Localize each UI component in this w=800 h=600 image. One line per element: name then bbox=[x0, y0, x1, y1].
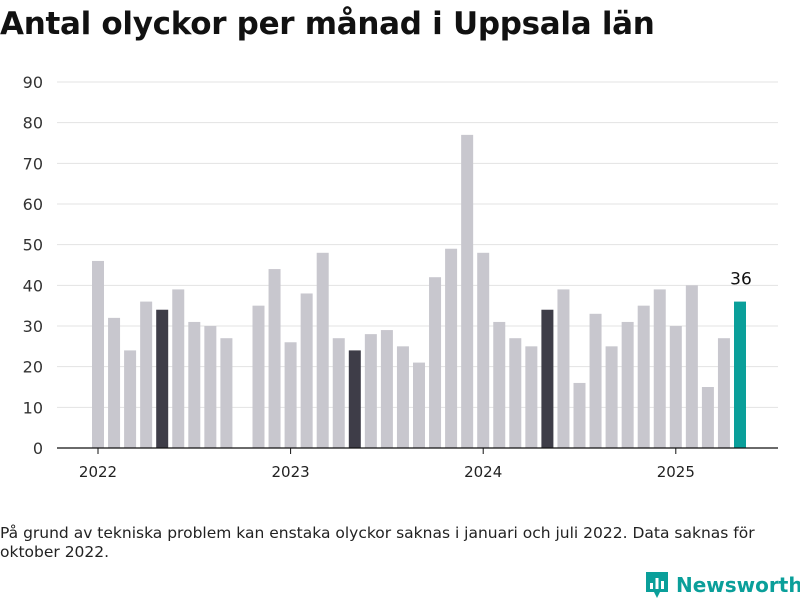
bars bbox=[92, 134, 746, 448]
bar-2023-08 bbox=[396, 346, 409, 448]
y-tick-label: 60 bbox=[23, 195, 43, 214]
bar-2022-05 bbox=[156, 309, 169, 448]
bar-2023-09 bbox=[413, 362, 425, 448]
y-axis-ticks: 0 10 20 30 40 50 60 70 80 90 bbox=[23, 73, 43, 458]
bar-chart: 0 10 20 30 40 50 60 70 80 90 2022 2023 2024 2025 36 bbox=[23, 73, 778, 480]
bar-2025-01 bbox=[669, 326, 682, 448]
footnote: På grund av tekniska problem kan enstaka… bbox=[0, 524, 755, 561]
x-tick-label: 2025 bbox=[657, 463, 695, 480]
bar-2022-04 bbox=[140, 301, 153, 448]
bar-2023-04 bbox=[332, 338, 345, 448]
bar-2022-02 bbox=[108, 317, 121, 448]
bar-2024-02 bbox=[493, 321, 506, 448]
x-axis: 2022 2023 2024 2025 bbox=[57, 447, 778, 480]
bar-2022-11 bbox=[252, 305, 265, 448]
bar-2023-12 bbox=[461, 134, 474, 448]
bar-2024-08 bbox=[589, 313, 602, 448]
bar-2024-09 bbox=[605, 346, 618, 448]
brand-logo: Newsworthy bbox=[644, 570, 800, 600]
bar-2022-01 bbox=[92, 260, 104, 448]
bar-2022-12 bbox=[268, 269, 281, 448]
y-tick-label: 70 bbox=[23, 154, 43, 173]
bar-2024-11 bbox=[637, 305, 650, 448]
bar-chart-badge-icon bbox=[646, 572, 668, 598]
y-tick-label: 20 bbox=[23, 358, 43, 377]
y-tick-label: 80 bbox=[23, 114, 43, 133]
bar-2024-03 bbox=[509, 338, 522, 448]
latest-value-label: 36 bbox=[730, 270, 752, 290]
brand-name: Newsworthy bbox=[676, 573, 800, 597]
bar-2022-06 bbox=[172, 289, 185, 448]
bar-2025-02 bbox=[685, 285, 698, 448]
x-tick-label: 2024 bbox=[464, 463, 502, 480]
bar-2024-10 bbox=[621, 321, 634, 448]
y-tick-label: 0 bbox=[33, 439, 43, 458]
y-tick-label: 40 bbox=[23, 276, 43, 295]
data-labels: 36 bbox=[730, 270, 752, 290]
chart-title: Antal olyckor per månad i Uppsala län bbox=[0, 6, 655, 42]
x-tick-label: 2022 bbox=[79, 463, 117, 480]
bar-2025-04 bbox=[717, 338, 730, 448]
bar-2024-07 bbox=[573, 382, 586, 448]
x-tick-label: 2023 bbox=[272, 463, 310, 480]
bar-2024-01 bbox=[477, 252, 490, 448]
bar-2023-10 bbox=[429, 277, 442, 448]
bar-2024-06 bbox=[557, 289, 570, 448]
bar-2023-07 bbox=[380, 330, 393, 448]
bar-2023-05 bbox=[348, 350, 361, 448]
y-tick-label: 30 bbox=[23, 317, 43, 336]
bar-2022-03 bbox=[124, 350, 137, 448]
bar-2024-05 bbox=[541, 309, 554, 448]
bar-2023-06 bbox=[364, 334, 377, 448]
bar-2022-07 bbox=[188, 321, 201, 448]
bar-2023-01 bbox=[284, 342, 297, 448]
bar-2024-12 bbox=[653, 289, 666, 448]
bar-2025-03 bbox=[701, 387, 714, 448]
bar-2023-11 bbox=[445, 248, 458, 448]
bar-2023-02 bbox=[300, 293, 313, 448]
bar-2025-05 bbox=[734, 301, 746, 448]
bar-2022-08 bbox=[204, 326, 217, 448]
y-tick-label: 50 bbox=[23, 236, 43, 255]
y-tick-label: 90 bbox=[23, 73, 43, 92]
bar-2022-09 bbox=[220, 338, 233, 448]
y-tick-label: 10 bbox=[23, 398, 43, 417]
bar-2023-03 bbox=[316, 252, 329, 448]
bar-2024-04 bbox=[525, 346, 538, 448]
